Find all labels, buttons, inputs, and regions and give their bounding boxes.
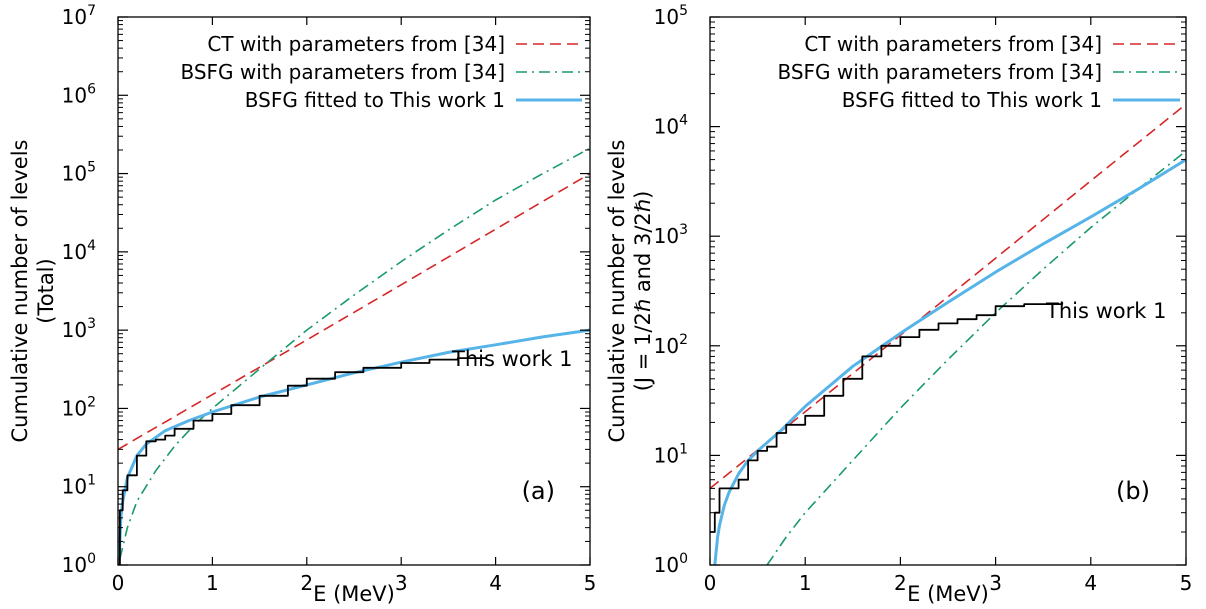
ticks-b: 0 1 2 3 4 5 100 101 102 103 104 105 [654, 3, 1193, 595]
x-tick-label-b-3: 3 [989, 571, 1002, 595]
x-tick-label-b-1: 1 [799, 571, 812, 595]
y-tick-label-b-1: 101 [654, 441, 688, 467]
legend-label-b-2: BSFG fitted to This work 1 [842, 88, 1102, 112]
y-axis-label-a-line2: (Total) [34, 258, 58, 323]
series-line-b-2 [713, 158, 1186, 565]
x-tick-label-b-5: 5 [1180, 571, 1193, 595]
series-line-b-3 [710, 302, 1064, 533]
y-tick-label-b-3: 103 [654, 222, 688, 248]
x-tick-label-a-1: 1 [206, 571, 219, 595]
y-tick-label-a-0: 100 [62, 551, 96, 577]
x-axis-label-a: E (MeV) [313, 582, 395, 606]
legend-label-a-1: BSFG with parameters from [34] [180, 60, 505, 84]
y-tick-label-a-5: 105 [62, 160, 96, 186]
y-tick-label-a-1: 101 [62, 473, 96, 499]
panel-label-b: (b) [1116, 477, 1150, 505]
x-tick-label-b-0: 0 [704, 571, 717, 595]
x-tick-label-b-2: 2 [894, 571, 907, 595]
legend-label-b-1: BSFG with parameters from [34] [777, 60, 1102, 84]
legend-b: CT with parameters from [34] BSFG with pa… [777, 32, 1180, 112]
y-axis-label-b-line2: (J = 1/2ℏ and 3/2ℏ) [631, 191, 655, 392]
y-tick-label-a-2: 102 [62, 394, 96, 420]
series-line-a-2 [118, 328, 590, 565]
y-tick-label-a-6: 106 [62, 81, 96, 107]
y-tick-label-a-7: 107 [62, 3, 96, 29]
series-line-b-1 [766, 150, 1186, 565]
x-tick-label-a-3: 3 [395, 571, 408, 595]
annotation-this-work-b: This work 1 [1045, 299, 1166, 323]
series-line-a-3 [118, 357, 488, 565]
annotation-this-work-a: This work 1 [451, 347, 572, 371]
chart-panel-a: 0 1 2 3 4 5 100 101 102 103 104 105 106 107 CT with p… [8, 3, 596, 606]
y-tick-label-b-0: 100 [654, 551, 688, 577]
panel-label-a: (a) [522, 477, 555, 505]
plot-area-b [710, 103, 1186, 565]
y-tick-label-a-3: 103 [62, 316, 96, 342]
series-line-a-1 [119, 147, 590, 559]
y-tick-label-b-4: 104 [654, 113, 688, 139]
legend-label-a-2: BSFG fitted to This work 1 [245, 88, 505, 112]
plot-frame-a [117, 16, 591, 566]
y-tick-label-a-4: 104 [62, 238, 96, 264]
x-tick-label-a-4: 4 [489, 571, 502, 595]
legend-a: CT with parameters from [34] BSFG with pa… [180, 32, 582, 112]
plot-frame-b [709, 16, 1187, 566]
chart-panel-b: 0 1 2 3 4 5 100 101 102 103 104 105 CT with paramet… [605, 3, 1192, 606]
y-tick-label-b-5: 105 [654, 3, 688, 29]
x-tick-label-a-2: 2 [300, 571, 313, 595]
x-tick-label-a-0: 0 [112, 571, 125, 595]
y-axis-label-a-line1: Cumulative number of levels [8, 140, 32, 443]
series-line-a-0 [118, 172, 590, 451]
x-axis-label-b: E (MeV) [907, 582, 989, 606]
y-axis-label-b-line1: Cumulative number of levels [605, 140, 629, 443]
legend-label-b-0: CT with parameters from [34] [804, 32, 1102, 56]
plot-area-a [118, 147, 590, 565]
x-tick-label-b-4: 4 [1084, 571, 1097, 595]
legend-label-a-0: CT with parameters from [34] [207, 32, 505, 56]
y-tick-label-b-2: 102 [654, 332, 688, 358]
x-tick-label-a-5: 5 [584, 571, 597, 595]
ticks-a: 0 1 2 3 4 5 100 101 102 103 104 105 106 107 [62, 3, 597, 595]
